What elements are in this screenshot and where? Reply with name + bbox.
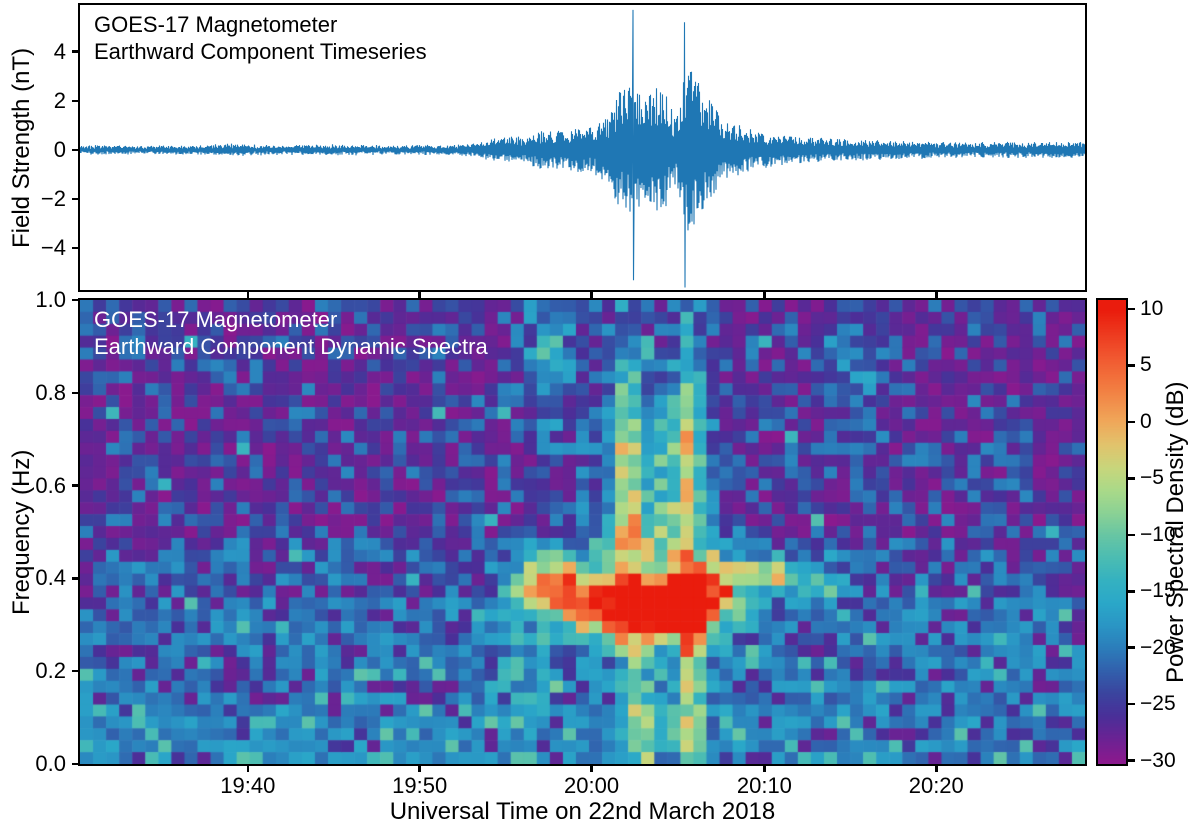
timeseries-y-tick [72,246,80,250]
timeseries-y-tick-label: 2 [53,87,66,113]
colorbar-tick-label: 5 [1140,353,1152,377]
spectrogram-title-line1: GOES-17 Magnetometer [94,307,338,332]
timeseries-x-tick [246,292,250,298]
spectrogram-y-tick [72,762,80,766]
timeseries-waveform [80,9,1085,288]
spectrogram-title-line2: Earthward Component Dynamic Spectra [94,334,488,359]
spectrogram-y-tick [72,577,80,580]
timeseries-y-tick [72,50,80,53]
spectrogram-y-tick-label: 0.8 [35,379,66,405]
colorbar-tick [1128,477,1135,480]
spectrogram-x-tick [590,766,593,772]
x-axis-label: Universal Time on 22nd March 2018 [80,798,1085,826]
colorbar-tick-label: 0 [1140,409,1152,433]
spectrogram-x-tick [418,766,421,772]
x-tick-label: 19:40 [220,773,276,798]
timeseries-y-tick [72,197,80,201]
colorbar-tick-label: −5 [1140,466,1164,490]
spectrogram-y-axis-label: Frequency (Hz) [6,300,38,764]
timeseries-x-tick [763,292,766,298]
colorbar-tick [1128,307,1135,311]
colorbar-gradient [1098,300,1126,764]
spectrogram-x-tick [935,766,938,772]
spectrogram-heatmap [80,300,1085,764]
timeseries-y-tick [72,99,80,103]
spectrogram-title: GOES-17 Magnetometer Earthward Component… [94,306,488,360]
timeseries-title: GOES-17 Magnetometer Earthward Component… [94,11,427,65]
spectrogram-y-tick-label: 0.6 [35,472,66,498]
colorbar-tick [1128,646,1135,649]
timeseries-title-line1: GOES-17 Magnetometer [94,12,338,37]
colorbar-tick [1128,702,1135,706]
colorbar-tick [1128,533,1135,537]
spectrogram-y-tick-label: 0.4 [35,565,66,591]
colorbar-tick-label: −15 [1140,579,1176,603]
colorbar-tick [1128,364,1135,367]
colorbar-tick-label: −25 [1140,692,1176,716]
x-tick-label: 19:50 [392,773,448,798]
timeseries-panel: GOES-17 Magnetometer Earthward Component… [78,3,1087,292]
timeseries-title-line2: Earthward Component Timeseries [94,39,427,64]
x-tick-label: 20:10 [736,773,792,798]
timeseries-y-tick-label: −4 [40,235,66,261]
spectrogram-y-tick [72,484,80,487]
field-strength-trace [80,9,1085,288]
spectrogram-x-tick [763,766,766,772]
spectrogram-panel: GOES-17 Magnetometer Earthward Component… [78,298,1087,766]
spectrogram-y-tick [72,391,80,395]
timeseries-x-tick [590,292,593,298]
x-tick-label: 20:00 [564,773,620,798]
spectrogram-y-tick [72,669,80,673]
colorbar-tick [1128,420,1135,424]
spectrogram-y-tick [72,298,80,302]
timeseries-x-tick [935,292,938,298]
colorbar [1096,298,1128,766]
spectrogram-y-tick-label: 1.0 [35,287,66,312]
x-tick-label: 20:20 [908,773,964,798]
colorbar-tick [1128,590,1135,593]
timeseries-y-tick-label: 0 [53,136,66,162]
timeseries-y-tick-label: −2 [40,186,66,212]
colorbar-tick-label: −20 [1140,635,1176,659]
colorbar-tick [1128,759,1135,762]
spectrogram-y-tick-label: 0.0 [35,751,66,776]
colorbar-tick-label: −10 [1140,522,1176,546]
spectrogram-y-tick-label: 0.2 [35,658,66,684]
timeseries-y-tick [72,148,80,152]
colorbar-tick-label: 10 [1140,297,1164,321]
timeseries-y-tick-label: 4 [53,38,66,64]
spectrogram-x-tick [246,766,250,772]
colorbar-tick-label: −30 [1140,748,1176,772]
x-axis-label-text: Universal Time on 22nd March 2018 [389,798,776,825]
timeseries-x-tick [418,292,421,298]
